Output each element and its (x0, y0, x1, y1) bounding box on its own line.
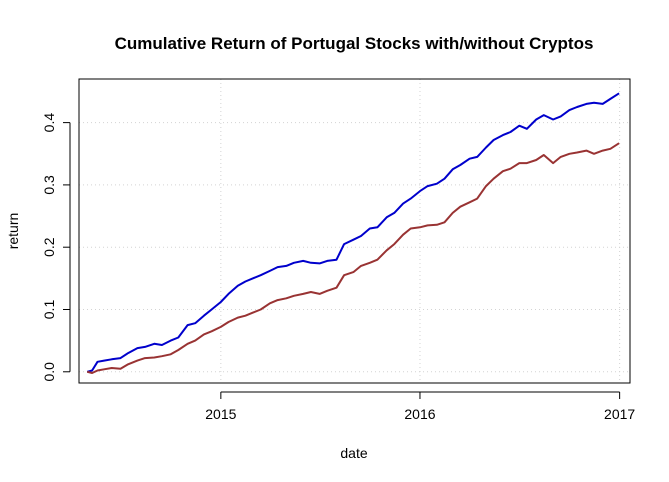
x-tick-label: 2015 (205, 406, 236, 422)
y-tick-label: 0.2 (41, 237, 57, 257)
chart-title: Cumulative Return of Portugal Stocks wit… (115, 34, 594, 53)
plot-frame (78, 78, 631, 384)
y-tick-label: 0.1 (41, 300, 57, 320)
series-layer (86, 92, 620, 374)
y-tick-label: 0.3 (41, 175, 57, 195)
y-tick-label: 0.4 (41, 113, 57, 133)
series-line-1 (86, 92, 620, 373)
x-axis: 2015 2016 2017 (205, 391, 635, 422)
y-axis: 0.0 0.1 0.2 0.3 0.4 (41, 113, 71, 382)
x-tick-label: 2016 (404, 406, 435, 422)
x-tick-label: 2017 (604, 406, 635, 422)
y-tick-label: 0.0 (41, 362, 57, 382)
y-axis-label: return (5, 213, 21, 250)
x-axis-label: date (340, 445, 367, 461)
series-line-2 (86, 142, 620, 374)
grid (79, 79, 630, 383)
